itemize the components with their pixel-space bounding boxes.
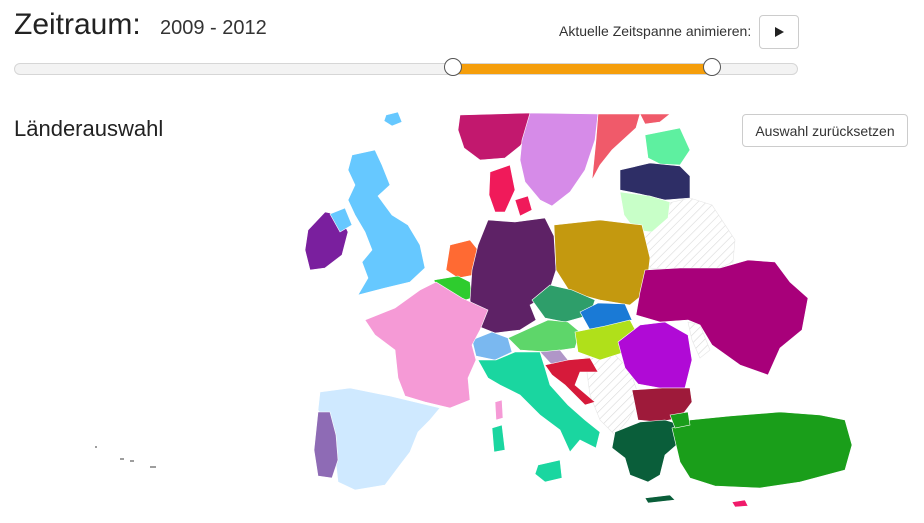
country-selection-title: Länderauswahl [14,116,164,141]
page-title: Zeitraum: [14,8,141,41]
country-ukraine[interactable] [635,259,809,376]
atlantic-islands [95,446,156,468]
time-slider-start-handle[interactable] [444,58,463,76]
country-italy[interactable] [477,351,601,453]
time-slider-end-handle[interactable] [702,58,721,76]
country-lithuania[interactable] [619,191,671,233]
time-range-text: 2009 - 2012 [160,17,267,39]
country-estonia[interactable] [644,127,691,166]
country-sweden[interactable] [519,112,599,207]
country-iceland[interactable] [383,111,403,127]
country-cyprus[interactable] [731,499,749,508]
unselected-region-moldova [687,321,711,359]
time-slider-track[interactable] [14,63,798,75]
country-switzerland[interactable] [471,331,513,361]
country-germany[interactable] [469,217,557,334]
country-france[interactable] [364,281,489,409]
country-united-kingdom-ni[interactable] [329,207,353,233]
country-portugal[interactable] [313,411,339,479]
unselected-region-balkans [584,349,641,436]
country-croatia[interactable] [544,357,599,406]
country-finland-north[interactable] [639,113,671,125]
country-greece-crete[interactable] [644,494,676,504]
animate-label: Aktuelle Zeitspanne animieren: [559,23,752,39]
country-romania[interactable] [617,321,693,389]
country-denmark[interactable] [488,164,516,213]
country-finland[interactable] [591,113,641,181]
play-icon [775,27,784,37]
time-slider-range-fill [454,64,713,74]
country-poland[interactable] [553,219,651,306]
country-italy-sardinia[interactable] [491,424,506,453]
country-latvia[interactable] [619,162,691,201]
country-greece[interactable] [611,419,683,483]
reset-selection-button[interactable]: Auswahl zurücksetzen [742,114,908,147]
country-turkey[interactable] [671,411,853,489]
country-bulgaria[interactable] [631,387,693,423]
country-turkey-thrace[interactable] [669,411,691,429]
country-corsica[interactable] [494,399,504,421]
country-italy-sicily[interactable] [534,459,563,483]
country-united-kingdom[interactable] [347,149,426,296]
play-button[interactable] [759,15,799,49]
country-denmark-islands[interactable] [514,195,533,217]
